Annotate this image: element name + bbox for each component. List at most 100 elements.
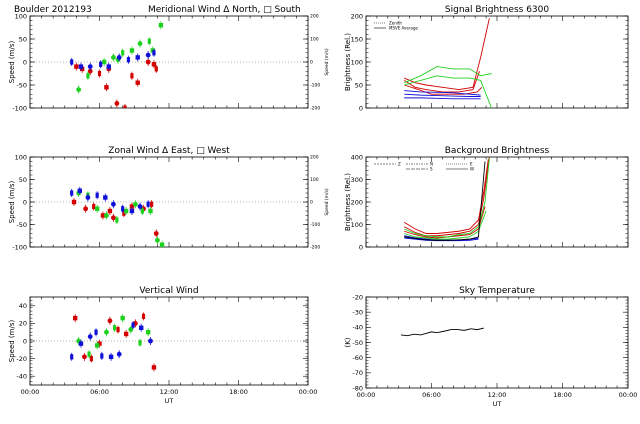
meridional-wind-right-ylabel: Speed (m/s) [324,48,330,76]
zonal-wind-point [159,242,165,247]
zonal-wind-point [148,208,153,214]
vertical-wind-panel: Vertical Wind -40 -20 0 20 40 Speed (m/s) [8,286,309,386]
vertical-wind-point [120,315,125,321]
sky-temperature-ylabel: (K) [344,337,352,347]
zonal-wind-point [107,208,113,214]
meridional-wind-ytick-label: 0 [23,58,27,66]
meridional-wind-point [154,66,158,72]
meridional-wind-right-ytick-label: 100 [310,37,319,43]
vertical-wind-ytick-label: 20 [19,320,27,328]
sky-temperature-plot-area [400,327,485,337]
background-brightness-series-line [404,206,486,239]
sky-temperature-ytick-label: -50 [352,339,363,347]
zonal-wind-point [129,204,135,209]
sky-temperature-ytick-label: -80 [352,384,363,392]
zonal-wind-point [150,201,154,207]
meridional-wind-point [87,68,93,74]
vertical-wind-point [148,338,153,344]
background-brightness-series-line [403,159,489,234]
meridional-wind-ytick-label: 100 [15,12,27,20]
background-brightness-legend-label: N [430,162,433,167]
meridional-wind-point [87,64,93,69]
meridional-wind-point [97,70,102,77]
signal-brightness-ytick-label: 50 [355,81,363,89]
meridional-wind-panel: Boulder 2012193 Meridional Wind Δ North, … [8,5,330,112]
signal-brightness-series-line [404,66,492,84]
vertical-wind-point [151,365,157,370]
vertical-wind-ytick-label: -20 [16,355,27,363]
signal-brightness-title: Signal Brightness 6300 [445,5,549,15]
background-brightness-ytick-label: 400 [351,153,363,161]
meridional-wind-plot-area [30,21,308,108]
meridional-wind-right-ytick-label: 200 [310,14,319,20]
vertical-wind-xtick-label: 00:00 [21,388,40,396]
zonal-wind-right-ytick-label: -200 [310,245,320,251]
vertical-wind-xtick-label: 06:00 [90,388,109,396]
meridional-wind-right-ytick-label: 0 [310,60,313,66]
zonal-wind-plot-area [30,186,308,247]
meridional-wind-point [101,59,107,65]
zonal-wind-point [103,195,108,200]
sky-temperature-frame [365,296,629,389]
signal-brightness-ylabel: Brightness (Rel.) [344,33,352,91]
vertical-wind-point [87,334,93,339]
zonal-wind-right-ylabel: Speed (m/s) [324,188,330,216]
meridional-wind-ytick-label: -50 [16,81,27,89]
zonal-wind-point [123,208,129,214]
figure-header: Boulder 2012193 [14,5,92,15]
signal-brightness-ytick-label: 0 [359,104,363,112]
zonal-wind-point [85,195,91,200]
meridional-wind-point [114,101,120,106]
zonal-wind-point [146,201,150,207]
vertical-wind-point [141,313,146,319]
vertical-wind-title: Vertical Wind [139,286,198,296]
zonal-wind-point [100,213,106,218]
signal-brightness-series-line [404,18,490,91]
meridional-wind-right-ytick-label: -200 [310,106,320,112]
sky-temperature-ytick-label: -70 [352,369,363,377]
vertical-wind-point [70,354,74,360]
zonal-wind-right-ytick-label: -100 [310,222,320,228]
meridional-wind-point [137,41,143,46]
meridional-wind-ytick-label: 50 [19,35,27,43]
zonal-wind-point [111,215,116,221]
zonal-wind-point [95,192,99,198]
meridional-wind-point [99,61,103,67]
background-brightness-ylabel: Brightness (Rel.) [344,173,352,231]
meridional-wind-point [151,62,157,67]
vertical-wind-point [89,356,93,362]
meridional-wind-point [76,87,82,92]
zonal-wind-point [83,206,88,212]
zonal-wind-point [77,188,83,193]
sky-temperature-ytick-label: -30 [352,308,363,316]
meridional-wind-point [86,73,90,79]
background-brightness-ytick-label: 100 [351,221,363,229]
signal-brightness-legend-label: MSVE Average [389,26,418,31]
background-brightness-title: Background Brightness [445,146,550,156]
vertical-wind-point [94,343,100,348]
meridional-wind-ytick-label: -100 [12,104,27,112]
zonal-wind-point [104,213,109,218]
vertical-wind-xtick-label: 00:00 [299,388,318,396]
vertical-wind-ytick-label: 0 [23,337,27,345]
meridional-wind-point [147,38,151,44]
signal-brightness-series-line [403,71,480,93]
meridional-wind-point [152,50,156,56]
zonal-wind-point [137,204,143,209]
zonal-wind-point [140,208,144,214]
vertical-wind-point [100,353,104,359]
zonal-wind-point [70,190,74,196]
vertical-wind-point [107,318,113,324]
zonal-wind-ytick-label: 50 [19,176,27,184]
signal-brightness-series-line [404,75,492,108]
vertical-wind-point [112,325,117,331]
vertical-wind-point [82,354,87,360]
zonal-wind-point [94,206,100,211]
meridional-wind-point [79,66,85,72]
background-brightness-series-line [404,157,490,237]
meridional-wind-point [116,55,122,60]
zonal-wind-point [155,237,160,243]
sky-temperature-xtick-label: 00:00 [619,391,638,399]
